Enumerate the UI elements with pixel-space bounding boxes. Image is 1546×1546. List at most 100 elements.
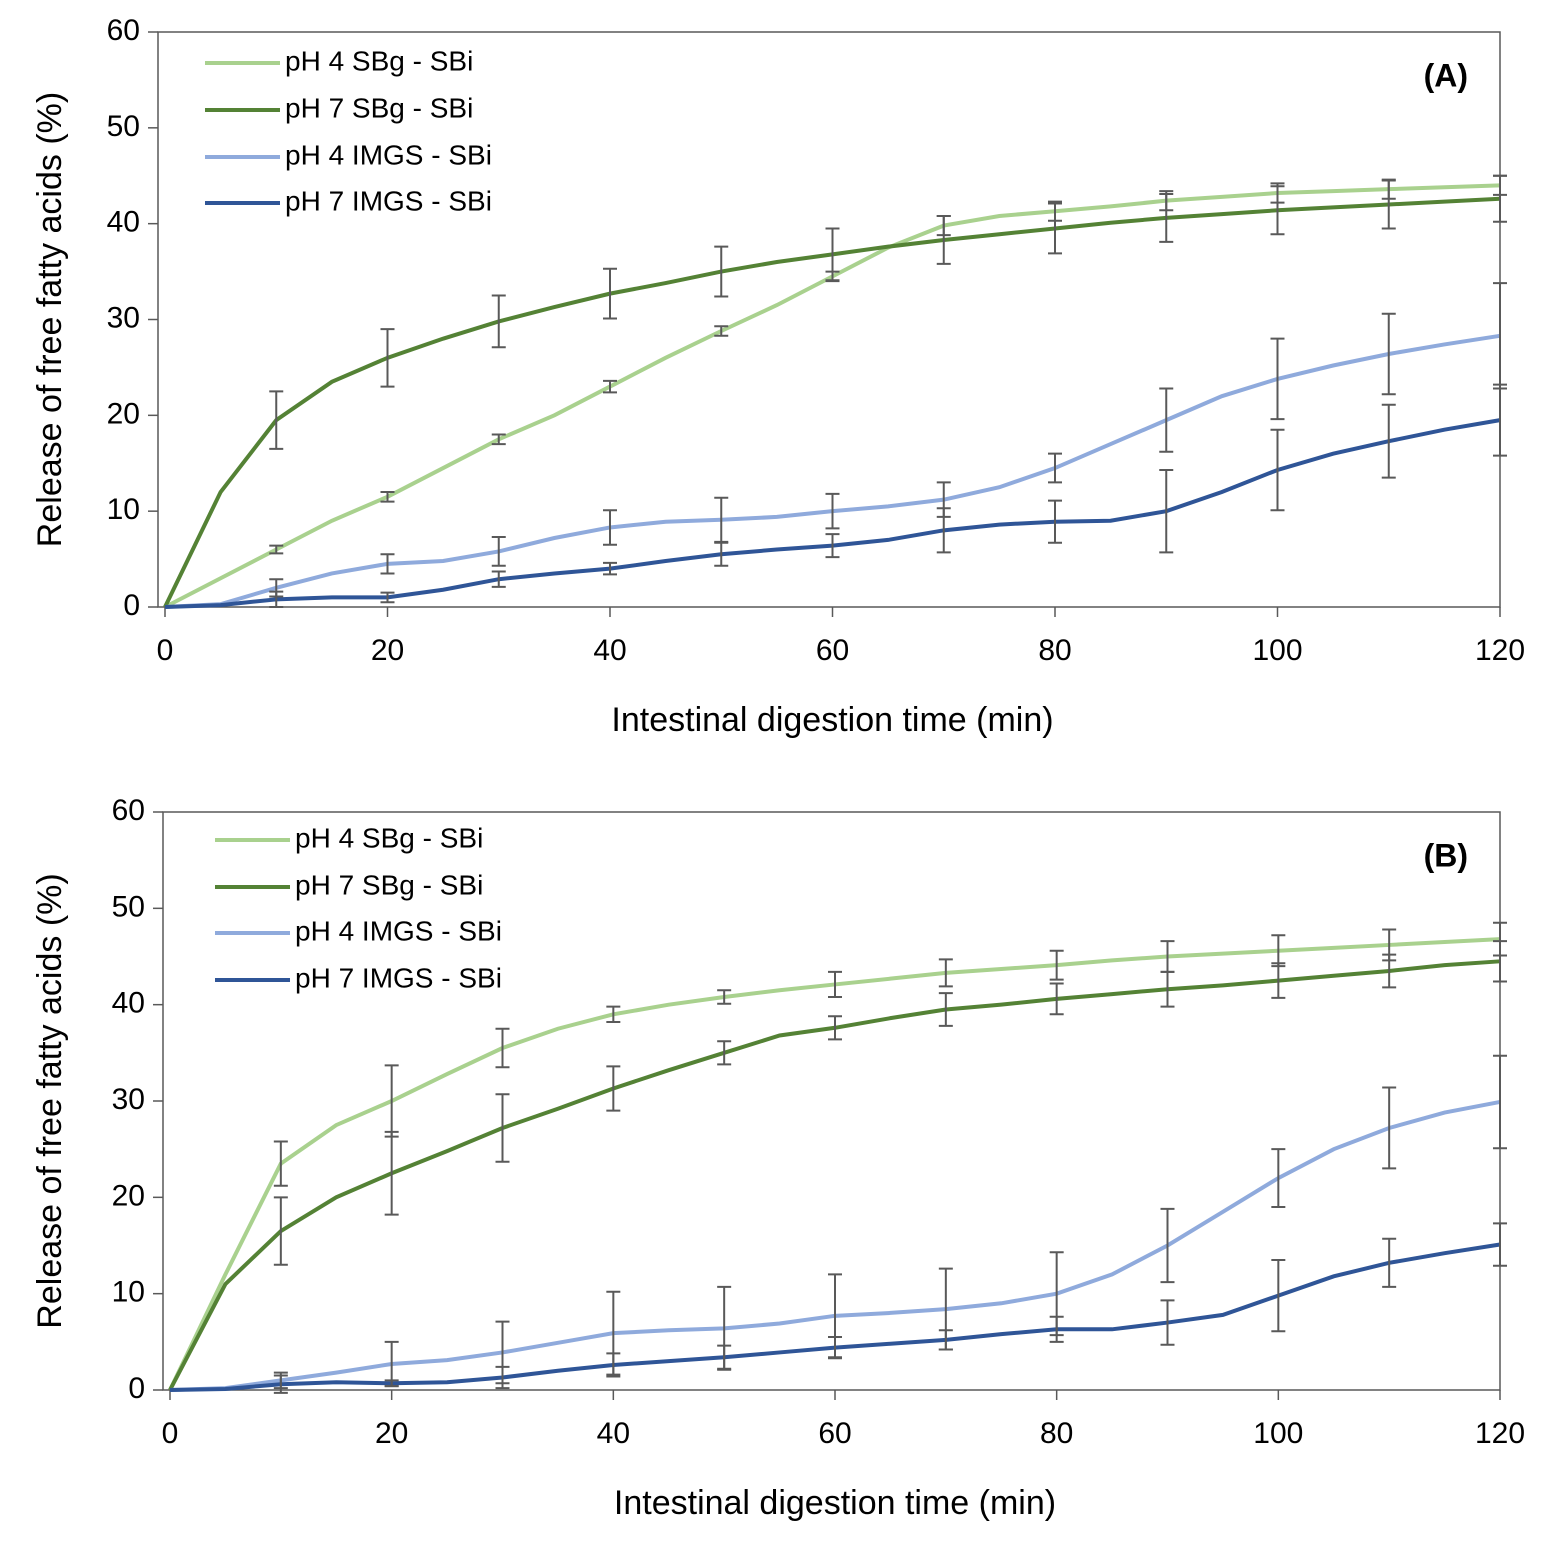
error-bar (1271, 1148, 1286, 1208)
error-bar (825, 227, 840, 282)
y-tick-label: 20 (107, 397, 140, 430)
series-line (164, 333, 1501, 609)
error-bar (1270, 428, 1285, 512)
error-bar (828, 1336, 842, 1360)
error-bar (714, 325, 729, 337)
error-bar (380, 553, 395, 575)
error-bar (1160, 970, 1175, 1008)
legend-label: pH 4 IMGS - SBi (285, 139, 492, 170)
legend-label: pH 7 IMGS - SBi (295, 962, 502, 993)
error-bar (936, 507, 951, 554)
error-bar (1049, 1315, 1064, 1343)
error-bar (828, 970, 842, 998)
y-tick-label: 40 (112, 987, 145, 1020)
legend-label: pH 7 SBg - SBi (295, 869, 483, 900)
x-tick-label: 100 (1252, 634, 1302, 667)
error-bar (1159, 387, 1174, 453)
error-bar (938, 992, 953, 1027)
error-bar (1048, 452, 1062, 484)
panel-label: (A) (1424, 57, 1468, 93)
y-tick-label: 30 (112, 1083, 145, 1116)
error-bar (384, 1130, 399, 1216)
error-bar (1381, 312, 1396, 396)
error-bar (1381, 179, 1396, 230)
error-bar (1160, 1299, 1175, 1346)
error-bar (491, 433, 506, 446)
error-bar (603, 509, 617, 546)
x-tick-label: 20 (371, 634, 404, 667)
error-bar (1271, 1258, 1286, 1333)
error-bar (495, 1365, 510, 1390)
error-bar (603, 379, 617, 394)
x-tick-label: 100 (1253, 1417, 1303, 1450)
x-axis-label: Intestinal digestion time (min) (611, 701, 1053, 739)
error-bar (1049, 982, 1064, 1016)
y-tick-label: 10 (107, 493, 140, 526)
error-bar (491, 570, 506, 588)
error-bar (606, 1065, 621, 1112)
x-tick-label: 60 (816, 634, 849, 667)
error-bar (936, 215, 951, 265)
error-bar (1049, 949, 1064, 981)
error-bar (938, 1329, 953, 1351)
y-tick-label: 60 (107, 14, 140, 47)
legend-label: pH 4 SBg - SBi (295, 822, 483, 853)
legend-label: pH 7 IMGS - SBi (285, 185, 492, 216)
error-bar (495, 1093, 510, 1163)
error-bar (938, 958, 953, 988)
error-bar (1493, 174, 1507, 223)
x-tick-label: 80 (1040, 1417, 1073, 1450)
y-tick-label: 50 (107, 110, 140, 143)
y-tick-label: 50 (112, 890, 145, 923)
error-bar (606, 1005, 621, 1024)
x-tick-label: 0 (157, 634, 174, 667)
error-bar (1048, 499, 1062, 544)
error-bar (384, 1379, 399, 1388)
error-bar (1382, 1086, 1397, 1170)
legend-label: pH 7 SBg - SBi (285, 92, 473, 123)
x-tick-label: 40 (593, 634, 626, 667)
error-bar (269, 590, 284, 608)
error-bar (1382, 953, 1397, 989)
error-bar (606, 1352, 621, 1378)
error-bar (273, 1374, 288, 1394)
error-bar (1493, 383, 1507, 457)
error-bar (1271, 962, 1286, 999)
y-tick-label: 20 (112, 1179, 145, 1212)
error-bar (273, 1196, 288, 1266)
error-bar (717, 1344, 732, 1370)
y-tick-label: 10 (112, 1276, 145, 1309)
y-tick-label: 60 (112, 794, 145, 827)
error-bar (1493, 940, 1507, 983)
panel-label: (B) (1424, 837, 1468, 873)
y-axis-label: Release of free fatty acids (%) (31, 873, 69, 1328)
y-axis-label: Release of free fatty acids (%) (31, 92, 69, 547)
error-bar (828, 1015, 842, 1041)
x-tick-label: 40 (597, 1417, 630, 1450)
error-bar (1270, 185, 1285, 236)
error-bar (714, 541, 729, 567)
x-tick-label: 80 (1038, 634, 1071, 667)
error-bar (273, 1140, 288, 1187)
error-bar (603, 561, 617, 576)
error-bar (714, 245, 729, 298)
x-tick-label: 120 (1475, 634, 1525, 667)
legend-label: pH 4 IMGS - SBi (295, 915, 502, 946)
error-bar (603, 267, 617, 320)
error-bar (380, 591, 395, 604)
error-bar (1382, 1237, 1397, 1288)
error-bar (1159, 468, 1174, 554)
error-bar (1159, 192, 1174, 243)
error-bar (1048, 202, 1062, 255)
error-bar (269, 390, 284, 450)
y-tick-label: 30 (107, 301, 140, 334)
error-bar (380, 491, 395, 503)
error-bar (380, 328, 395, 388)
error-bar (717, 989, 732, 1005)
error-bar (491, 294, 506, 349)
legend-label: pH 4 SBg - SBi (285, 45, 473, 76)
error-bar (1381, 403, 1396, 479)
error-bar (495, 1027, 510, 1069)
x-tick-label: 20 (375, 1417, 408, 1450)
